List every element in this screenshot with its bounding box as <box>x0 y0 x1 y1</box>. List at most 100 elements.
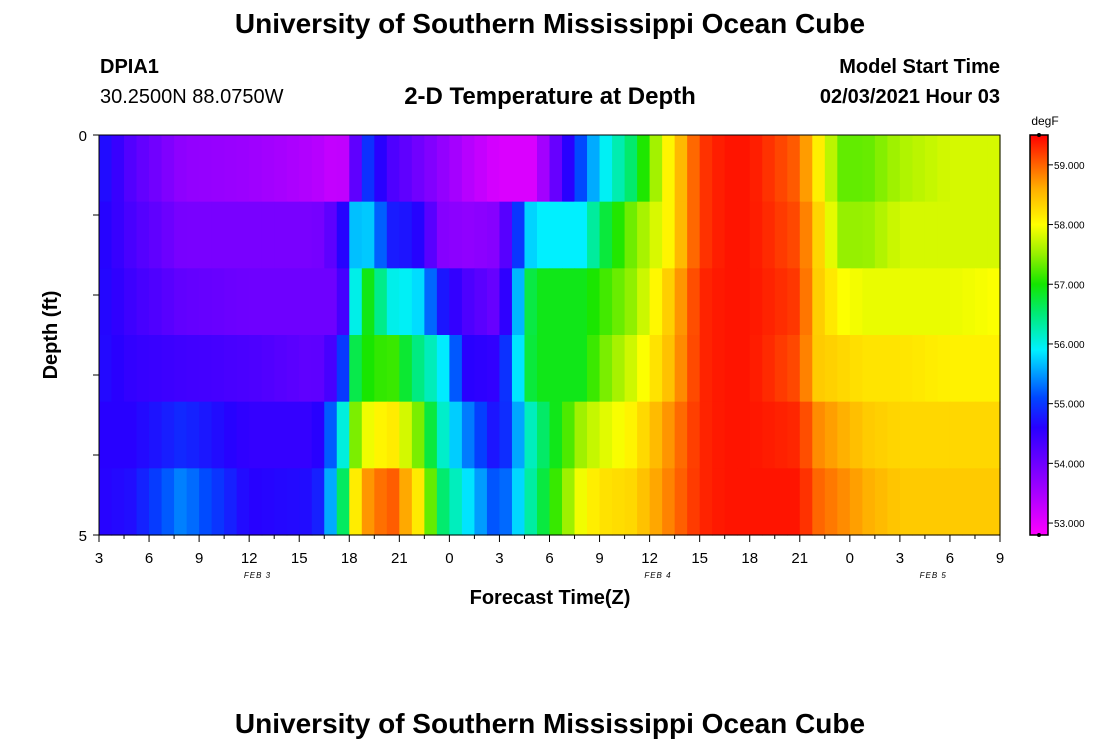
heatmap-cell <box>699 401 713 469</box>
heatmap-cell <box>461 335 476 403</box>
heatmap-cell <box>224 135 238 203</box>
heatmap-cell <box>612 135 626 203</box>
heatmap-cell <box>974 468 989 536</box>
heatmap-cell <box>99 468 113 536</box>
heatmap-cell <box>424 135 438 203</box>
heatmap-cell <box>524 268 538 336</box>
y-tick-label: 0 <box>79 128 87 145</box>
heatmap-cell <box>124 335 138 403</box>
heatmap-cell <box>236 335 250 403</box>
heatmap-cell <box>399 268 413 336</box>
heatmap-cell <box>111 201 125 269</box>
heatmap-cell <box>637 401 651 469</box>
heatmap-cell <box>386 468 400 536</box>
heatmap-cell <box>962 201 976 269</box>
heatmap-cell <box>424 201 438 269</box>
heatmap-cell <box>562 335 576 403</box>
heatmap-cell <box>799 468 813 536</box>
heatmap-cell <box>299 335 313 403</box>
heatmap-cell <box>311 201 325 269</box>
heatmap-cell <box>174 135 188 203</box>
heatmap-cell <box>311 335 325 403</box>
heatmap-cell <box>274 335 288 403</box>
heatmap-cell <box>874 135 888 203</box>
heatmap-cell <box>336 201 350 269</box>
heatmap-cell <box>762 201 776 269</box>
heatmap-cell <box>474 468 488 536</box>
heatmap-cell <box>712 401 726 469</box>
x-tick-label: 18 <box>341 550 358 567</box>
heatmap-cell <box>461 468 476 536</box>
heatmap-cell <box>774 135 788 203</box>
heatmap-cell <box>849 268 863 336</box>
heatmap-cell <box>161 135 175 203</box>
heatmap-cell <box>562 468 576 536</box>
heatmap-cell <box>687 135 701 203</box>
colorbar-tick-label: 57.000 <box>1054 280 1085 291</box>
heatmap-cell <box>511 135 526 203</box>
x-tick-label: 3 <box>896 550 904 567</box>
heatmap-cell <box>536 268 551 336</box>
heatmap-cell <box>912 268 926 336</box>
heatmap-cell <box>249 201 263 269</box>
temperature-depth-chart: 3 6 9 12 15 18 21 0 3 6 9 12 15 18 21 0 3 6 9 FEB 3 FEB 4 FEB… <box>40 114 1085 609</box>
heatmap-cell <box>236 135 250 203</box>
heatmap-cell <box>349 468 363 536</box>
heatmap-cell <box>962 135 976 203</box>
heatmap-cell <box>324 335 338 403</box>
heatmap-cell <box>724 401 738 469</box>
heatmap-cell <box>474 135 488 203</box>
heatmap-cell <box>812 468 826 536</box>
heatmap-cell <box>587 268 601 336</box>
heatmap-cell <box>624 268 638 336</box>
heatmap-cell <box>612 401 626 469</box>
heatmap-cell <box>224 201 238 269</box>
heatmap-cell <box>587 335 601 403</box>
heatmap-cell <box>624 335 638 403</box>
heatmap-cell <box>336 335 350 403</box>
heatmap-cell <box>862 135 876 203</box>
heatmap-cell <box>361 135 375 203</box>
heatmap-cell <box>124 401 138 469</box>
station-id: DPIA1 <box>100 56 159 78</box>
heatmap-cell <box>474 335 488 403</box>
heatmap-cell <box>261 468 275 536</box>
heatmap-cell <box>674 201 688 269</box>
heatmap-cell <box>336 401 350 469</box>
heatmap-cell <box>436 335 450 403</box>
heatmap-cell <box>787 335 801 403</box>
heatmap-cell <box>161 468 175 536</box>
heatmap-cell <box>899 335 913 403</box>
heatmap-cell <box>812 401 826 469</box>
heatmap-cell <box>762 468 776 536</box>
heatmap-cell <box>286 201 300 269</box>
heatmap-cell <box>274 468 288 536</box>
heatmap-cell <box>461 268 476 336</box>
heatmap-cell <box>461 401 476 469</box>
heatmap-cell <box>924 468 939 536</box>
heatmap-cell <box>286 401 300 469</box>
colorbar-gradient <box>1029 134 1049 536</box>
heatmap-cell <box>324 135 338 203</box>
heatmap-cell <box>662 335 676 403</box>
heatmap-cell <box>261 401 275 469</box>
heatmap-cell <box>824 335 838 403</box>
colorbar-end-marker <box>1037 533 1041 537</box>
heatmap-cell <box>887 135 901 203</box>
heatmap-cell <box>236 468 250 536</box>
heatmap-cell <box>261 135 275 203</box>
heatmap-cell <box>499 135 513 203</box>
heatmap-cell <box>649 335 663 403</box>
x-tick-label: 6 <box>145 550 153 567</box>
heatmap-cell <box>862 335 876 403</box>
heatmap-cell <box>987 201 1001 269</box>
heatmap-cell <box>974 401 989 469</box>
heatmap-cell <box>199 135 213 203</box>
heatmap-cell <box>574 135 588 203</box>
heatmap-cell <box>211 268 225 336</box>
heatmap-cell <box>149 268 163 336</box>
heatmap-cell <box>649 268 663 336</box>
colorbar-tick-label: 56.000 <box>1054 340 1085 351</box>
colorbar-end-marker <box>1037 133 1041 137</box>
heatmap-cell <box>174 201 188 269</box>
